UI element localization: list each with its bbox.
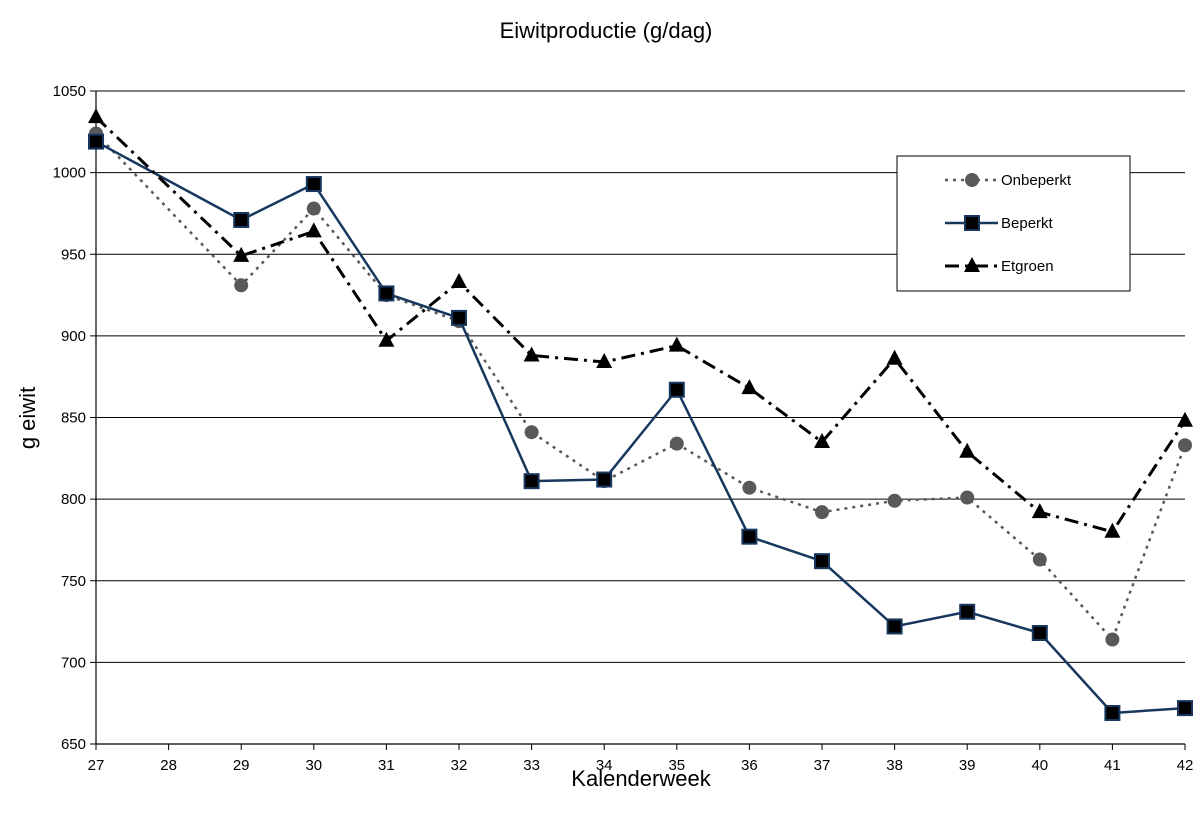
y-tick-label: 750: [61, 573, 86, 590]
data-point-onbeperkt: [669, 436, 684, 451]
data-point-beperkt: [1177, 700, 1193, 717]
x-tick-label: 42: [1177, 757, 1194, 774]
data-point-beperkt: [305, 176, 322, 193]
y-tick-label: 700: [61, 654, 86, 671]
y-tick-label: 1050: [53, 83, 86, 100]
legend-box: [896, 155, 1131, 292]
data-point-onbeperkt: [1178, 438, 1192, 453]
data-point-onbeperkt: [742, 480, 757, 495]
x-tick-label: 27: [88, 757, 105, 774]
data-point-etgroen: [523, 346, 540, 362]
y-tick-label: 800: [61, 491, 86, 508]
y-axis-ticks: 650 700 750 800 850 900 950 1000 1050: [53, 83, 96, 753]
x-tick-label: 41: [1104, 757, 1121, 774]
data-point-beperkt: [668, 381, 685, 398]
data-point-beperkt: [451, 309, 467, 326]
legend-marker-etgroen: [964, 257, 980, 272]
data-point-etgroen: [886, 349, 903, 365]
data-point-etgroen: [88, 108, 104, 124]
x-axis-ticks: 27 28 29 30 31 32 33 34 35 36 37 38 39 40 41 42: [88, 744, 1194, 774]
data-point-beperkt: [1031, 624, 1048, 641]
data-point-etgroen: [451, 273, 467, 289]
x-tick-label: 40: [1031, 757, 1048, 774]
x-tick-label: 35: [668, 757, 685, 774]
data-point-etgroen: [959, 442, 976, 458]
chart-title: Eiwitproductie (g/dag): [500, 18, 713, 43]
data-point-onbeperkt: [887, 493, 902, 508]
series-line-etgroen: [94, 116, 1187, 534]
x-tick-label: 31: [378, 757, 395, 774]
x-tick-label: 32: [451, 757, 468, 774]
data-point-etgroen: [378, 331, 395, 347]
series-beperkt: [88, 133, 1193, 721]
data-point-onbeperkt: [1105, 632, 1120, 647]
x-tick-label: 36: [741, 757, 758, 774]
data-point-beperkt: [741, 528, 758, 545]
legend: Onbeperkt Beperkt Etgroen: [896, 155, 1131, 292]
data-point-onbeperkt: [306, 201, 321, 216]
data-point-etgroen: [305, 222, 322, 238]
y-tick-label: 950: [61, 246, 86, 263]
x-tick-label: 28: [160, 757, 177, 774]
data-point-etgroen: [1177, 411, 1193, 427]
data-point-beperkt: [1104, 704, 1121, 721]
data-point-beperkt: [233, 211, 250, 228]
legend-label-beperkt: Beperkt: [1001, 215, 1054, 232]
legend-marker-beperkt: [964, 215, 980, 231]
y-tick-label: 850: [61, 410, 86, 427]
data-point-etgroen: [1104, 522, 1121, 538]
data-point-beperkt: [959, 603, 976, 620]
data-point-beperkt: [814, 553, 830, 570]
data-point-beperkt: [596, 471, 613, 488]
x-tick-label: 37: [814, 757, 831, 774]
data-point-onbeperkt: [960, 490, 975, 505]
data-point-etgroen: [233, 246, 250, 262]
legend-marker-onbeperkt: [965, 173, 979, 187]
x-tick-label: 34: [596, 757, 613, 774]
data-point-etgroen: [1031, 503, 1048, 519]
x-tick-label: 33: [523, 757, 540, 774]
x-tick-label: 39: [959, 757, 976, 774]
legend-label-onbeperkt: Onbeperkt: [1001, 172, 1072, 189]
data-point-etgroen: [668, 336, 685, 352]
y-axis-title: g eiwit: [15, 387, 40, 449]
data-point-onbeperkt: [1032, 552, 1047, 567]
series-line-onbeperkt: [95, 132, 1187, 641]
data-point-beperkt: [886, 618, 903, 635]
data-point-etgroen: [741, 379, 758, 395]
data-point-onbeperkt: [524, 425, 539, 440]
x-tick-label: 29: [233, 757, 250, 774]
x-tick-label: 38: [886, 757, 903, 774]
data-point-beperkt: [378, 285, 395, 302]
y-tick-label: 650: [61, 736, 86, 753]
axes: [95, 90, 1185, 745]
data-point-onbeperkt: [234, 278, 249, 293]
data-point-onbeperkt: [815, 505, 829, 520]
data-point-etgroen: [814, 432, 830, 448]
x-tick-label: 30: [305, 757, 322, 774]
y-tick-label: 1000: [53, 165, 86, 182]
gridlines: [96, 90, 1185, 663]
x-axis-title: Kalenderweek: [571, 766, 711, 791]
series-group: [88, 108, 1193, 721]
y-tick-label: 900: [61, 328, 86, 345]
data-point-beperkt: [523, 473, 540, 490]
data-point-beperkt: [88, 133, 104, 150]
data-point-etgroen: [596, 352, 613, 368]
series-etgroen: [88, 108, 1193, 538]
legend-label-etgroen: Etgroen: [1001, 258, 1054, 275]
